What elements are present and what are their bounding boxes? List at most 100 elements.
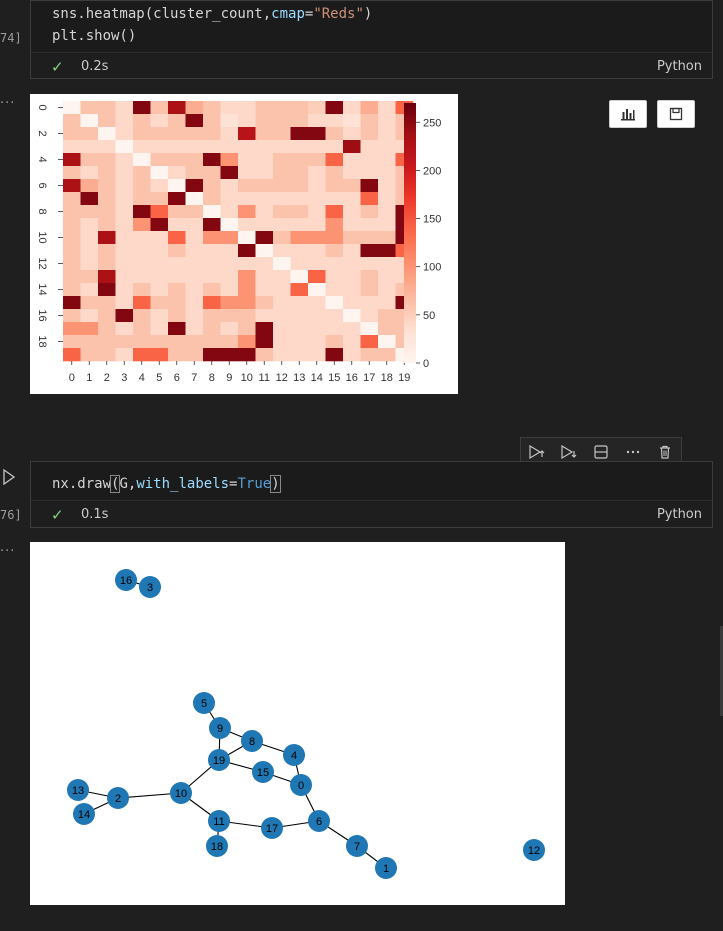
heatmap-cell <box>325 309 344 323</box>
heatmap-cell <box>150 166 169 180</box>
heatmap-cell <box>343 322 361 336</box>
run-above-icon[interactable] <box>526 441 548 463</box>
heatmap-cell <box>290 101 309 115</box>
heatmap-cell <box>133 218 151 232</box>
heatmap-cell <box>63 296 81 310</box>
code-token: ) <box>270 475 281 493</box>
heatmap-cell <box>115 101 134 115</box>
heatmap-cell <box>115 348 134 362</box>
code-editor[interactable]: sns.heatmap(cluster_count,cmap="Reds") p… <box>31 1 712 54</box>
heatmap-cell <box>325 218 344 232</box>
code-editor[interactable]: nx.draw(G,with_labels=True) <box>31 462 712 502</box>
colorbar-tick-label: 200 <box>423 165 441 177</box>
heatmap-cell <box>378 140 396 154</box>
graph-node-label: 2 <box>115 793 121 805</box>
heatmap-cell <box>325 244 344 258</box>
graph-node-label: 5 <box>201 698 207 710</box>
heatmap-cell <box>115 283 134 297</box>
heatmap-cell <box>220 335 239 349</box>
run-cell-icon[interactable] <box>2 468 16 486</box>
x-tick-label: 5 <box>156 372 162 384</box>
heatmap-cell <box>80 114 99 128</box>
heatmap-cell <box>63 192 81 206</box>
heatmap-cell <box>325 322 344 336</box>
heatmap-cell <box>290 166 309 180</box>
graph-node-label: 0 <box>298 780 304 792</box>
heatmap-cell <box>308 166 326 180</box>
heatmap-cell <box>133 127 151 141</box>
graph-node-label: 6 <box>316 816 322 828</box>
heatmap-cell <box>63 322 81 336</box>
heatmap-cell <box>150 348 169 362</box>
scrollbar-thumb[interactable] <box>720 626 723 716</box>
heatmap-cell <box>115 114 134 128</box>
code-token: nx.draw <box>52 476 112 492</box>
heatmap-cell <box>273 218 291 232</box>
graph-node <box>208 810 230 832</box>
heatmap-cell <box>150 270 169 284</box>
graph-node-label: 14 <box>78 809 90 821</box>
heatmap-cell <box>80 322 99 336</box>
more-icon[interactable] <box>622 441 644 463</box>
heatmap-cell <box>378 231 396 245</box>
heatmap-cell <box>63 244 81 258</box>
graph-node <box>290 774 312 796</box>
heatmap-cell <box>255 101 274 115</box>
graph-node-label: 17 <box>266 823 278 835</box>
run-below-icon[interactable] <box>558 441 580 463</box>
graph-node-label: 18 <box>211 841 223 853</box>
y-tick-label: 10 <box>36 231 48 243</box>
cell-language[interactable]: Python <box>656 507 702 522</box>
heatmap-cell <box>238 335 256 349</box>
heatmap-cell <box>290 270 309 284</box>
cell-language[interactable]: Python <box>656 59 702 74</box>
heatmap-cell <box>273 335 291 349</box>
heatmap-cell <box>98 257 116 271</box>
heatmap-cell <box>80 179 99 193</box>
graph-node-label: 11 <box>213 816 224 828</box>
code-line: plt.show() <box>52 28 137 44</box>
heatmap-cell <box>290 114 309 128</box>
delete-icon[interactable] <box>654 441 676 463</box>
heatmap-cell <box>308 309 326 323</box>
heatmap-cell <box>308 270 326 284</box>
code-token: cmap <box>271 6 305 22</box>
heatmap-cell <box>343 244 361 258</box>
chart-view-button[interactable] <box>609 100 647 128</box>
output-more-icon[interactable]: ... <box>0 92 16 107</box>
heatmap-cell <box>255 140 274 154</box>
heatmap-cell <box>238 296 256 310</box>
x-tick-label: 11 <box>259 372 270 384</box>
graph-node-label: 9 <box>217 723 223 735</box>
heatmap-cell <box>220 283 239 297</box>
split-cell-icon[interactable] <box>590 441 612 463</box>
heatmap-cell <box>360 192 379 206</box>
heatmap-cell <box>185 309 204 323</box>
heatmap-cell <box>220 114 239 128</box>
heatmap-cell <box>115 192 134 206</box>
heatmap-cell <box>325 101 344 115</box>
heatmap-cell <box>238 309 256 323</box>
x-tick-label: 9 <box>226 372 232 384</box>
heatmap-cell <box>133 205 151 219</box>
heatmap-cell <box>360 322 379 336</box>
heatmap-cell <box>98 205 116 219</box>
heatmap-cell <box>343 283 361 297</box>
output-more-icon[interactable]: ... <box>0 540 16 555</box>
heatmap-cell <box>360 270 379 284</box>
code-line: nx.draw(G,with_labels=True) <box>31 473 712 495</box>
heatmap-cell <box>63 335 81 349</box>
heatmap-cell <box>133 114 151 128</box>
code-cell-1[interactable]: sns.heatmap(cluster_count,cmap="Reds") p… <box>30 0 713 79</box>
code-token: G, <box>119 476 137 492</box>
heatmap-cell <box>378 296 396 310</box>
save-output-button[interactable] <box>657 100 695 128</box>
heatmap-cell <box>133 140 151 154</box>
graph-node-label: 13 <box>72 785 84 797</box>
heatmap-cell <box>150 296 169 310</box>
heatmap-cell <box>203 101 221 115</box>
heatmap-cell <box>150 140 169 154</box>
heatmap-cell <box>308 244 326 258</box>
heatmap-cell <box>80 335 99 349</box>
code-cell-2[interactable]: nx.draw(G,with_labels=True) ✓ 0.1s Pytho… <box>30 461 713 528</box>
